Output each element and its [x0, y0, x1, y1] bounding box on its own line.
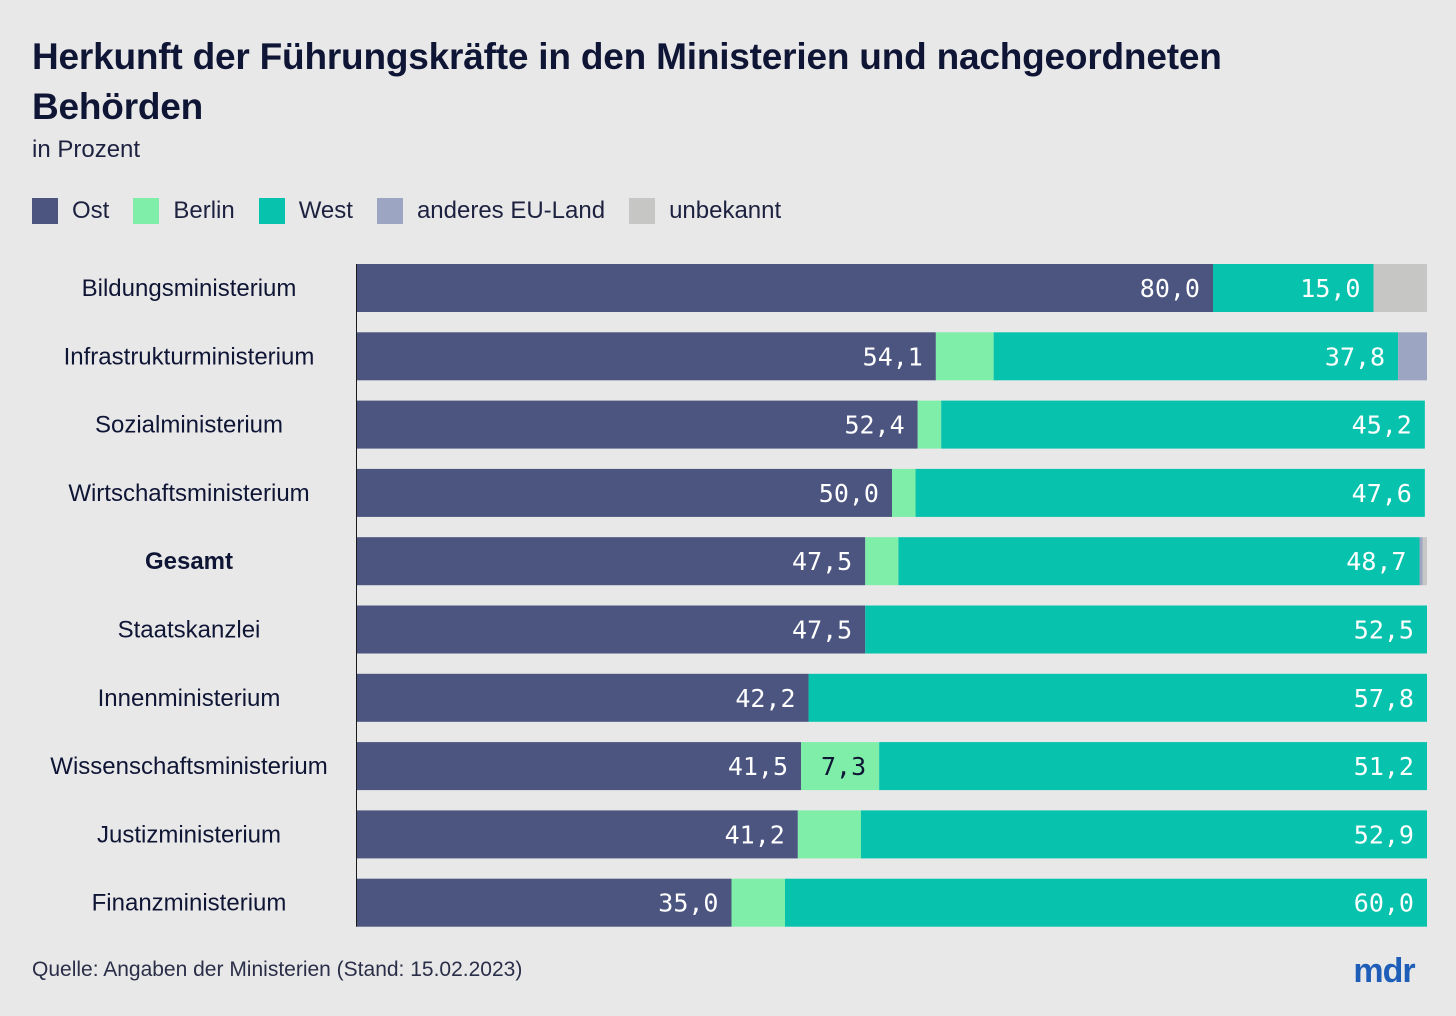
bar-segment-west-finanzministerium [785, 878, 1427, 927]
data-label-ost-wirtschaftsministerium: 50,0 [819, 479, 879, 508]
bar-segment-west-bildungsministerium [1213, 264, 1374, 312]
bar-segment-unbekannt-gesamt [1422, 537, 1427, 586]
legend-item-unbekannt: unbekannt [629, 197, 781, 225]
data-label-ost-gesamt: 47,5 [792, 547, 852, 576]
legend-swatch-unbekannt [629, 198, 656, 224]
category-label-gesamt: Gesamt [145, 548, 233, 575]
category-label-wirtschaftsministerium: Wirtschaftsministerium [68, 480, 309, 507]
legend-label-ost: Ost [72, 197, 110, 224]
bar-segment-ost-sozialministerium [357, 400, 918, 449]
category-label-infrastrukturministerium: Infrastrukturministerium [64, 343, 315, 370]
bar-segment-west-justizministerium [860, 810, 1427, 859]
bar-segment-ost-justizministerium [357, 810, 798, 859]
bar-segment-west-wirtschaftsministerium [915, 468, 1425, 517]
chart-title: Herkunft der Führungskräfte in den Minis… [32, 36, 1222, 127]
bar-segment-berlin-sozialministerium [917, 400, 942, 449]
stacked-bar-chart: Bildungsministerium 80,0 15,0 Infrastruktur… [50, 264, 1427, 927]
bar-segment-berlin-wissenschaftsministerium [801, 742, 880, 791]
category-label-justizministerium: Justizministerium [97, 821, 281, 848]
data-label-west-innenministerium: 57,8 [1354, 684, 1414, 713]
data-label-ost-wissenschaftsministerium: 41,5 [728, 752, 788, 781]
bar-segment-unbekannt-bildungsministerium [1373, 264, 1427, 312]
data-label-berlin-wissenschaftsministerium: 7,3 [821, 752, 866, 781]
data-label-west-wissenschaftsministerium: 51,2 [1354, 752, 1414, 781]
legend-swatch-west [258, 198, 285, 224]
data-label-west-sozialministerium: 45,2 [1352, 411, 1412, 440]
bar-segment-west-infrastrukturministerium [993, 332, 1399, 381]
bar-segment-ost-wissenschaftsministerium [357, 742, 802, 791]
bar-segment-ost-wirtschaftsministerium [357, 468, 892, 517]
bar-segment-ost-finanzministerium [357, 878, 732, 927]
category-label-bildungsministerium: Bildungsministerium [82, 275, 297, 302]
bar-segment-berlin-wirtschaftsministerium [892, 468, 916, 517]
data-label-ost-finanzministerium: 35,0 [658, 889, 718, 918]
data-label-ost-bildungsministerium: 80,0 [1140, 274, 1200, 303]
bar-segment-anderes-eu-land-infrastrukturministerium [1398, 332, 1427, 381]
legend-label-unbekannt: unbekannt [669, 197, 782, 224]
data-label-ost-infrastrukturministerium: 54,1 [863, 342, 923, 371]
bar-segment-anderes-eu-land-gesamt [1419, 537, 1423, 586]
data-label-ost-justizministerium: 41,2 [725, 820, 785, 849]
source-note: Quelle: Angaben der Ministerien (Stand: … [32, 958, 523, 981]
legend-item-anderes-eu-land: anderes EU-Land [376, 197, 606, 225]
bar-segment-ost-gesamt [357, 537, 866, 586]
data-label-west-staatskanzlei: 52,5 [1354, 616, 1414, 645]
bar-segment-berlin-justizministerium [797, 810, 861, 859]
category-label-staatskanzlei: Staatskanzlei [118, 617, 261, 644]
data-label-west-wirtschaftsministerium: 47,6 [1352, 479, 1412, 508]
data-label-west-infrastrukturministerium: 37,8 [1325, 342, 1385, 371]
legend-item-berlin: Berlin [133, 197, 235, 225]
legend-swatch-anderes-eu-land [376, 198, 403, 224]
data-label-ost-staatskanzlei: 47,5 [792, 616, 852, 645]
legend-item-west: West [258, 197, 353, 225]
bar-segment-ost-infrastrukturministerium [357, 332, 936, 381]
data-label-west-justizministerium: 52,9 [1354, 820, 1414, 849]
bar-segment-berlin-finanzministerium [731, 878, 785, 927]
legend: Ost Berlin West anderes EU-Land unbekann… [32, 194, 805, 228]
category-label-innenministerium: Innenministerium [98, 685, 281, 712]
bar-segment-ost-staatskanzlei [357, 605, 866, 654]
bar-segment-west-gesamt [898, 537, 1420, 586]
legend-label-west: West [298, 197, 353, 224]
data-label-west-finanzministerium: 60,0 [1354, 889, 1414, 918]
mdr-logo: mdr [1353, 952, 1416, 988]
legend-swatch-ost [32, 198, 58, 224]
legend-label-anderes-eu-land: anderes EU-Land [416, 197, 606, 224]
bar-segment-west-innenministerium [808, 673, 1427, 722]
svg-text:mdr: mdr [1353, 952, 1415, 988]
category-label-sozialministerium: Sozialministerium [95, 412, 283, 439]
bar-segment-ost-innenministerium [357, 673, 809, 722]
category-label-wissenschaftsministerium: Wissenschaftsministerium [50, 753, 327, 780]
legend-item-ost: Ost [32, 197, 109, 225]
chart-subtitle: in Prozent [32, 136, 141, 163]
category-label-finanzministerium: Finanzministerium [92, 890, 287, 917]
bar-segment-west-staatskanzlei [865, 605, 1427, 654]
bar-segment-west-wissenschaftsministerium [879, 742, 1427, 791]
bar-segment-ost-bildungsministerium [357, 264, 1213, 312]
bar-segment-west-sozialministerium [941, 400, 1425, 449]
data-label-west-gesamt: 48,7 [1346, 547, 1406, 576]
data-label-ost-innenministerium: 42,2 [735, 684, 795, 713]
bar-segment-berlin-infrastrukturministerium [935, 332, 994, 381]
data-label-west-bildungsministerium: 15,0 [1300, 274, 1360, 303]
legend-swatch-berlin [133, 198, 160, 224]
data-label-ost-sozialministerium: 52,4 [844, 411, 904, 440]
bar-segment-berlin-gesamt [865, 537, 899, 586]
legend-label-berlin: Berlin [173, 197, 235, 224]
